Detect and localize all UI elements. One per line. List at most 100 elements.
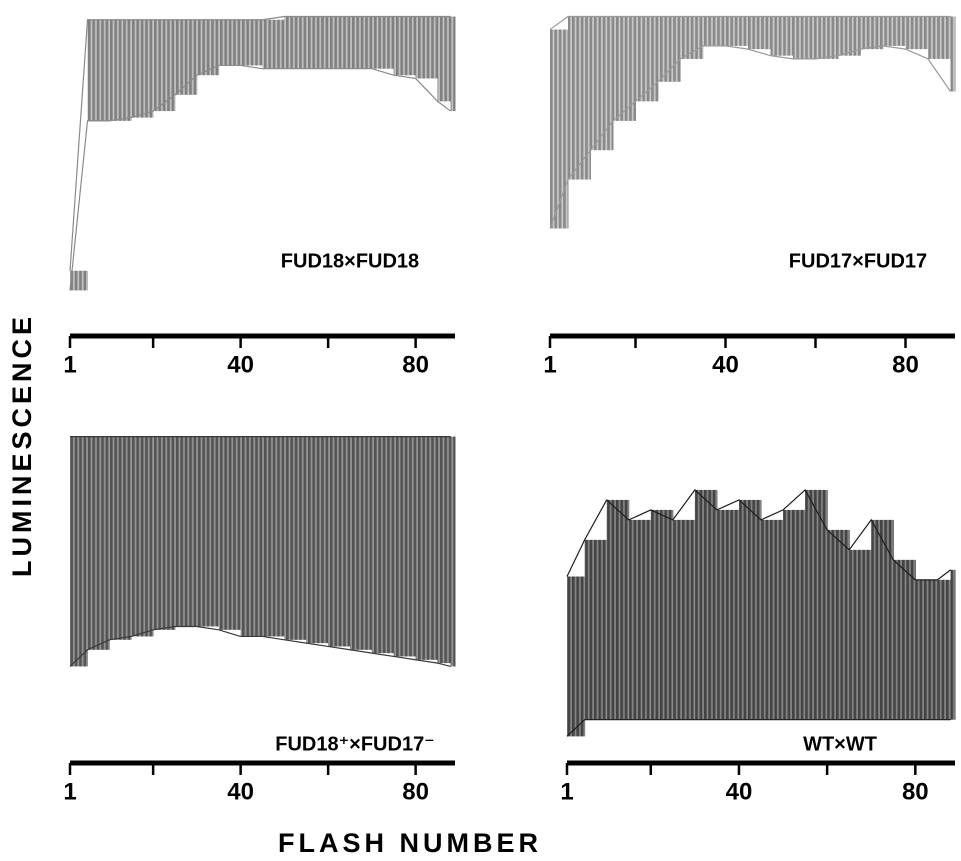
range-edge: [549, 15, 951, 31]
range-shade: [328, 16, 351, 69]
range-shade: [87, 436, 110, 650]
range-shade: [87, 19, 110, 121]
range-shade: [70, 436, 88, 667]
range-shade: [905, 16, 929, 50]
range-shade: [371, 436, 395, 654]
range-shade: [175, 19, 198, 95]
range-edge: [566, 488, 951, 581]
range-shade: [70, 270, 88, 291]
panel-label: FUD18⁺×FUD17⁻: [275, 733, 435, 755]
range-shade: [218, 19, 242, 66]
range-shade: [650, 509, 674, 720]
range-shade: [937, 579, 952, 720]
range-shade: [716, 509, 740, 720]
range-shade: [393, 16, 417, 76]
range-shade: [196, 436, 220, 627]
range-shade: [371, 16, 395, 69]
range-edge: [549, 45, 951, 229]
x-tick-label: 1: [63, 778, 76, 805]
x-tick-label: 80: [902, 778, 929, 805]
range-edge: [69, 625, 451, 668]
range-shade: [284, 16, 307, 69]
range-shade: [131, 19, 154, 118]
range-shade: [590, 16, 614, 151]
range-shade: [153, 19, 176, 112]
range-shade: [240, 19, 263, 66]
range-shade: [915, 579, 938, 720]
range-shade: [437, 16, 452, 102]
range-shade: [770, 16, 794, 56]
range-shade: [725, 16, 749, 46]
range-shade: [738, 499, 762, 720]
range-shade: [827, 529, 850, 720]
range-shade: [860, 16, 884, 50]
range-shade: [393, 436, 417, 657]
range-edge: [566, 719, 951, 737]
range-shade: [761, 519, 784, 720]
range-shade: [567, 576, 586, 737]
range-shade: [672, 519, 696, 720]
range-shade: [328, 436, 351, 647]
range-shade: [568, 16, 591, 180]
range-shade: [175, 436, 198, 627]
x-tick-label: 40: [227, 778, 254, 805]
range-shade: [450, 436, 456, 667]
x-tick-label: 80: [402, 351, 429, 378]
range-shade: [950, 569, 956, 720]
range-shade: [109, 436, 132, 640]
range-shade: [893, 559, 916, 720]
range-shade: [284, 436, 307, 640]
x-tick-label: 80: [892, 351, 919, 378]
range-shade: [350, 436, 373, 650]
range-shade: [306, 16, 329, 69]
range-shade: [584, 539, 608, 720]
range-shade: [415, 16, 438, 79]
range-shade: [306, 436, 329, 644]
range-shade: [437, 436, 452, 664]
range-shade: [606, 499, 630, 720]
range-shade: [350, 16, 373, 69]
range-shade: [748, 16, 771, 50]
x-tick-label: 1: [63, 351, 76, 378]
range-shade: [950, 16, 956, 92]
panel-label: FUD17×FUD17: [789, 250, 927, 272]
range-shade: [262, 436, 285, 637]
range-shade: [153, 436, 176, 630]
range-shade: [805, 489, 828, 720]
range-shade: [415, 436, 438, 660]
range-shade: [109, 19, 132, 121]
range-shade: [196, 19, 220, 76]
range-shade: [218, 436, 242, 630]
range-shade: [131, 436, 154, 637]
x-tick-label: 1: [543, 351, 556, 378]
x-axis-label: FLASH NUMBER: [278, 828, 542, 858]
range-shade: [628, 519, 652, 720]
range-shade: [450, 16, 456, 112]
range-shade: [815, 16, 839, 59]
y-axis-label: LUMINESCENCE: [7, 313, 37, 577]
range-shade: [849, 549, 872, 720]
panel-label: WT×WT: [803, 733, 877, 755]
range-shade: [240, 436, 263, 637]
range-shade: [635, 16, 659, 102]
range-shade: [871, 519, 894, 720]
x-tick-label: 40: [712, 351, 739, 378]
x-tick-label: 40: [726, 778, 753, 805]
range-edge: [69, 64, 451, 291]
range-shade: [793, 16, 816, 59]
x-tick-label: 40: [227, 351, 254, 378]
range-shade: [613, 16, 636, 121]
range-shade: [783, 509, 806, 720]
range-shade: [838, 16, 861, 56]
range-shade: [658, 16, 681, 82]
range-edge: [69, 15, 451, 271]
x-tick-label: 1: [560, 778, 573, 805]
panel-label: FUD18×FUD18: [281, 250, 419, 272]
range-shade: [262, 19, 285, 69]
range-shade: [928, 16, 951, 59]
range-shade: [550, 29, 569, 229]
range-shade: [883, 16, 906, 46]
range-shade: [703, 16, 726, 46]
x-tick-label: 80: [402, 778, 429, 805]
